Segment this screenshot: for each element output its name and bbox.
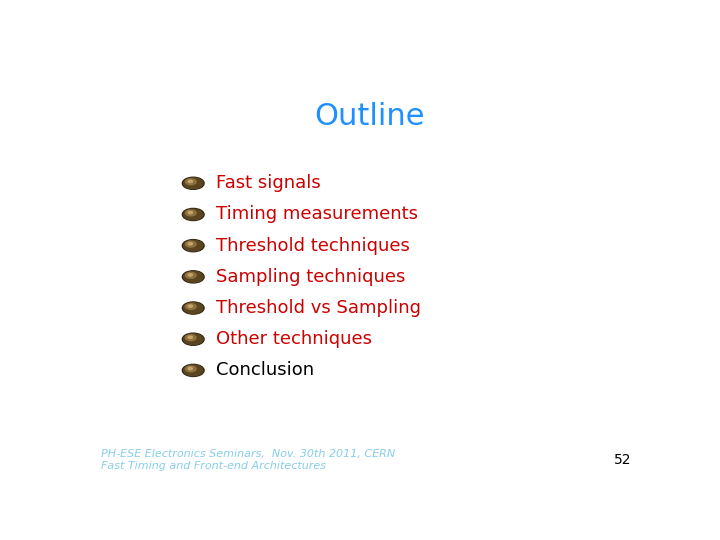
- Ellipse shape: [186, 366, 196, 372]
- Text: Outline: Outline: [314, 102, 424, 131]
- Ellipse shape: [182, 208, 204, 220]
- Ellipse shape: [186, 179, 196, 185]
- Ellipse shape: [184, 272, 203, 282]
- Text: Timing measurements: Timing measurements: [215, 206, 418, 224]
- Ellipse shape: [188, 211, 192, 214]
- Ellipse shape: [186, 303, 196, 309]
- Text: Fast signals: Fast signals: [215, 174, 320, 192]
- Text: Sampling techniques: Sampling techniques: [215, 268, 405, 286]
- Ellipse shape: [184, 240, 203, 251]
- Ellipse shape: [182, 364, 204, 376]
- Ellipse shape: [184, 334, 203, 345]
- Ellipse shape: [188, 305, 192, 307]
- Ellipse shape: [184, 302, 203, 313]
- Text: Other techniques: Other techniques: [215, 330, 372, 348]
- Ellipse shape: [186, 241, 196, 247]
- Ellipse shape: [188, 336, 192, 339]
- Text: Conclusion: Conclusion: [215, 361, 314, 380]
- Text: Threshold vs Sampling: Threshold vs Sampling: [215, 299, 420, 317]
- Ellipse shape: [184, 209, 203, 220]
- Text: Threshold techniques: Threshold techniques: [215, 237, 410, 255]
- Ellipse shape: [188, 180, 192, 183]
- Ellipse shape: [188, 242, 192, 245]
- Ellipse shape: [182, 271, 204, 283]
- Ellipse shape: [184, 365, 203, 376]
- Ellipse shape: [182, 240, 204, 252]
- Ellipse shape: [186, 335, 196, 341]
- Ellipse shape: [186, 272, 196, 278]
- Ellipse shape: [182, 177, 204, 190]
- Text: PH-ESE Electronics Seminars,  Nov. 30th 2011, CERN
Fast Timing and Front-end Arc: PH-ESE Electronics Seminars, Nov. 30th 2…: [101, 449, 395, 470]
- Ellipse shape: [182, 333, 204, 345]
- Ellipse shape: [188, 274, 192, 276]
- Ellipse shape: [188, 367, 192, 370]
- Ellipse shape: [182, 302, 204, 314]
- Ellipse shape: [186, 210, 196, 216]
- Text: 52: 52: [613, 453, 631, 467]
- Ellipse shape: [184, 178, 203, 188]
